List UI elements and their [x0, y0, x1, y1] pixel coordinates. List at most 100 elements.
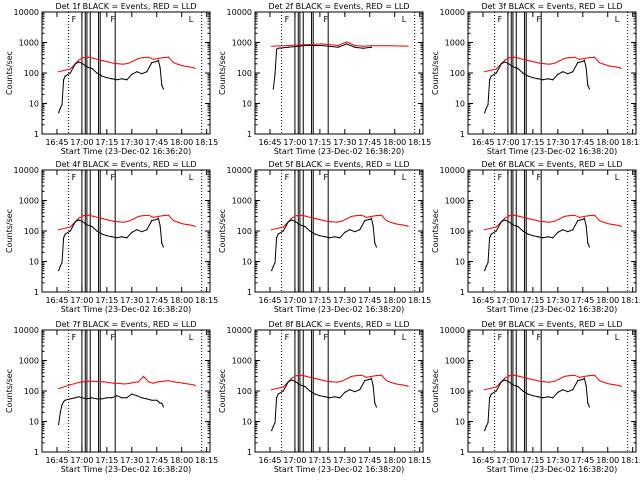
x-axis-label: Start Time (23-Dec-02 16:38:20): [487, 465, 618, 474]
lld-point: [407, 225, 409, 228]
events-point: [96, 398, 98, 400]
events-point: [141, 397, 143, 399]
lld-point: [558, 218, 561, 220]
events-point: [96, 72, 98, 74]
events-point: [527, 75, 529, 77]
lld-point: [117, 221, 120, 223]
events-point: [582, 378, 584, 381]
events-point: [77, 219, 80, 221]
lld-point: [194, 225, 196, 228]
events-point: [69, 230, 71, 232]
events-point: [299, 384, 301, 386]
lld-point: [365, 376, 368, 378]
y-tick-label: 10: [455, 418, 465, 427]
lld-point: [157, 57, 160, 60]
x-tick-label: 17:45: [145, 456, 168, 465]
y-axis-label: Counts/sec: [5, 369, 14, 413]
lld-point: [162, 380, 165, 382]
events-point: [375, 246, 378, 248]
lld-point: [390, 221, 392, 224]
lld-point: [82, 56, 85, 59]
events-point: [121, 78, 123, 80]
lld-point: [578, 58, 581, 60]
events-point: [517, 385, 519, 388]
lld-point: [97, 217, 100, 219]
events-point: [362, 47, 364, 49]
lld-point: [87, 56, 90, 58]
events-point: [588, 406, 591, 408]
lld-point: [282, 386, 284, 388]
events-point: [61, 262, 63, 264]
events-point: [309, 390, 311, 392]
x-tick-label: 18:00: [170, 296, 193, 305]
y-tick-label: 1: [247, 288, 252, 297]
lld-point: [162, 56, 165, 59]
y-tick-label: 10000: [227, 326, 252, 335]
lld-point: [583, 215, 586, 218]
series-lld-red: [484, 214, 622, 231]
lld-point: [117, 63, 120, 65]
lld-point: [82, 381, 85, 383]
x-axis-label: Start Time (23-Dec-02 16:38:20): [274, 147, 405, 156]
events-point: [156, 218, 158, 221]
lld-point: [380, 214, 383, 216]
lld-point: [573, 214, 576, 216]
lld-point: [271, 45, 273, 47]
y-tick-label: 10: [242, 258, 252, 267]
lld-point: [583, 57, 586, 60]
x-tick-label: 17:15: [521, 138, 544, 147]
x-tick-label: 18:00: [383, 296, 406, 305]
y-tick-label: 100: [24, 69, 39, 78]
lld-point: [157, 215, 160, 218]
y-tick-label: 10000: [227, 8, 252, 17]
y-tick-label: 1: [247, 130, 252, 139]
series-events-black: [484, 59, 590, 113]
events-point: [126, 79, 128, 81]
events-point: [583, 217, 586, 219]
y-tick-label: 10: [29, 258, 39, 267]
events-point: [484, 270, 486, 272]
events-point: [272, 425, 274, 427]
lld-point: [533, 379, 536, 381]
events-point: [324, 236, 326, 238]
events-point: [552, 397, 554, 399]
events-point: [537, 396, 539, 398]
events-point: [272, 88, 274, 90]
events-point: [319, 235, 321, 237]
lld-point: [370, 375, 373, 378]
events-point: [503, 379, 506, 381]
lld-point: [558, 378, 561, 380]
lld-point: [395, 383, 397, 385]
flag-label: F: [498, 15, 503, 24]
events-point: [359, 229, 361, 231]
events-point: [294, 380, 296, 382]
events-point: [583, 59, 586, 61]
lld-point: [310, 217, 313, 219]
events-point: [512, 66, 514, 68]
lld-point: [137, 381, 140, 383]
events-point: [587, 84, 589, 86]
events-point: [577, 379, 579, 382]
events-point: [157, 59, 160, 61]
x-tick-label: 17:45: [358, 138, 381, 147]
series-events-black: [58, 59, 164, 113]
lld-point: [320, 219, 323, 221]
flag-label: F: [285, 173, 290, 182]
lld-point: [548, 381, 551, 383]
events-point: [585, 225, 587, 227]
events-point: [522, 72, 524, 74]
events-point: [370, 46, 373, 48]
events-point: [59, 411, 61, 413]
y-tick-label: 10000: [440, 326, 465, 335]
events-point: [276, 237, 278, 239]
events-point: [370, 377, 373, 379]
lld-point: [315, 218, 318, 220]
events-point: [59, 265, 61, 267]
flag-label: L: [189, 333, 194, 342]
events-point: [503, 61, 506, 63]
y-tick-label: 100: [450, 387, 465, 396]
events-point: [542, 397, 544, 399]
lld-point: [300, 214, 303, 216]
x-tick-label: 17:30: [546, 138, 569, 147]
events-point: [577, 219, 579, 222]
